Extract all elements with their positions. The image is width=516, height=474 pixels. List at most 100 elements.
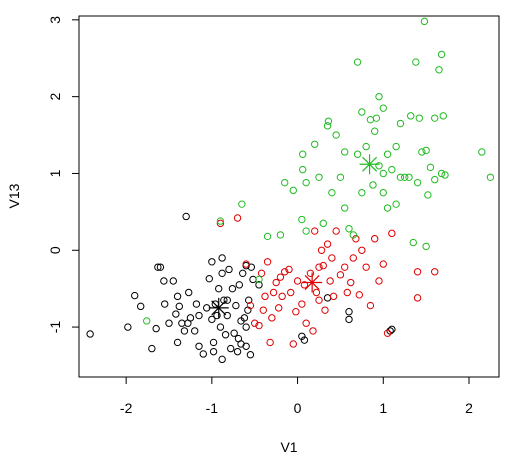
x-tick-label: -2 [120, 400, 133, 416]
data-point [272, 278, 280, 287]
data-point [353, 58, 362, 66]
data-point [216, 219, 225, 228]
data-point [336, 271, 345, 279]
data-point [182, 212, 190, 221]
data-point [315, 296, 323, 304]
data-point [246, 301, 255, 310]
data-point [263, 258, 272, 266]
data-point [298, 300, 306, 308]
data-point [191, 327, 199, 335]
data-point [345, 225, 353, 233]
data-point [345, 308, 353, 316]
data-point [392, 142, 400, 151]
data-point [205, 274, 213, 283]
data-point [124, 323, 132, 331]
y-tick-label: -1 [47, 321, 63, 334]
data-point [242, 323, 250, 331]
data-point [218, 355, 226, 364]
data-point [233, 347, 242, 356]
data-point [281, 178, 289, 187]
data-point [409, 238, 417, 247]
data-point [266, 338, 274, 347]
data-point [422, 146, 430, 155]
data-point [439, 112, 447, 120]
data-point [195, 342, 203, 350]
data-point [315, 263, 323, 271]
data-point [230, 329, 238, 337]
data-point [143, 317, 151, 325]
data-point [255, 321, 263, 330]
data-point [422, 242, 430, 251]
data-point [312, 288, 321, 297]
data-point [218, 269, 226, 278]
data-point [424, 191, 432, 199]
data-point [257, 269, 266, 278]
data-point [216, 323, 225, 331]
data-point [332, 227, 340, 235]
data-point [269, 288, 278, 297]
data-point [431, 268, 439, 276]
data-point [302, 178, 310, 187]
data-point [375, 92, 383, 101]
data-point [375, 277, 383, 285]
data-point [169, 277, 177, 285]
data-point [319, 219, 327, 228]
data-point [328, 254, 336, 262]
data-point [358, 188, 366, 197]
data-point [341, 263, 349, 271]
data-point [311, 140, 319, 148]
data-point [420, 17, 429, 26]
data-point [218, 254, 226, 262]
data-point [323, 122, 332, 130]
data-point [366, 301, 375, 310]
data-point [329, 292, 338, 301]
data-point [298, 332, 306, 340]
data-point [223, 296, 231, 304]
x-tick-label: 0 [294, 400, 302, 416]
y-tick-label: 2 [47, 93, 63, 101]
data-point [208, 258, 216, 266]
data-point [242, 260, 250, 268]
data-point [173, 338, 182, 347]
data-point [379, 104, 387, 112]
data-point [358, 246, 366, 254]
data-point [208, 315, 216, 324]
data-point [341, 204, 349, 212]
data-point [302, 319, 310, 327]
data-point [358, 108, 366, 116]
data-point [345, 315, 353, 324]
y-axis-label: V13 [6, 183, 22, 208]
data-point [281, 268, 289, 276]
data-point [353, 150, 362, 158]
data-point [180, 327, 189, 335]
data-point [185, 288, 193, 297]
data-point [413, 294, 422, 302]
data-point [209, 338, 218, 347]
data-point [323, 240, 332, 248]
y-tick-label: 3 [47, 16, 63, 24]
data-point [259, 306, 267, 314]
data-point [255, 281, 263, 289]
data-point [369, 181, 377, 189]
cluster-series [143, 17, 495, 325]
data-point [366, 115, 375, 124]
data-point [437, 50, 446, 59]
data-point [362, 142, 370, 151]
data-point [319, 261, 327, 270]
data-point [172, 310, 180, 318]
data-point [209, 347, 218, 356]
data-point [349, 254, 357, 262]
data-point [292, 308, 300, 316]
data-point [300, 336, 309, 344]
data-point [317, 246, 326, 254]
data-point [160, 277, 168, 285]
cluster-center-marker [359, 154, 380, 175]
data-point [362, 263, 370, 271]
data-point [184, 319, 192, 327]
data-point [413, 268, 422, 276]
data-point [251, 319, 259, 327]
center-stroke [211, 300, 227, 316]
data-point [137, 302, 145, 311]
data-point [239, 269, 247, 278]
centers-layer [208, 154, 380, 318]
